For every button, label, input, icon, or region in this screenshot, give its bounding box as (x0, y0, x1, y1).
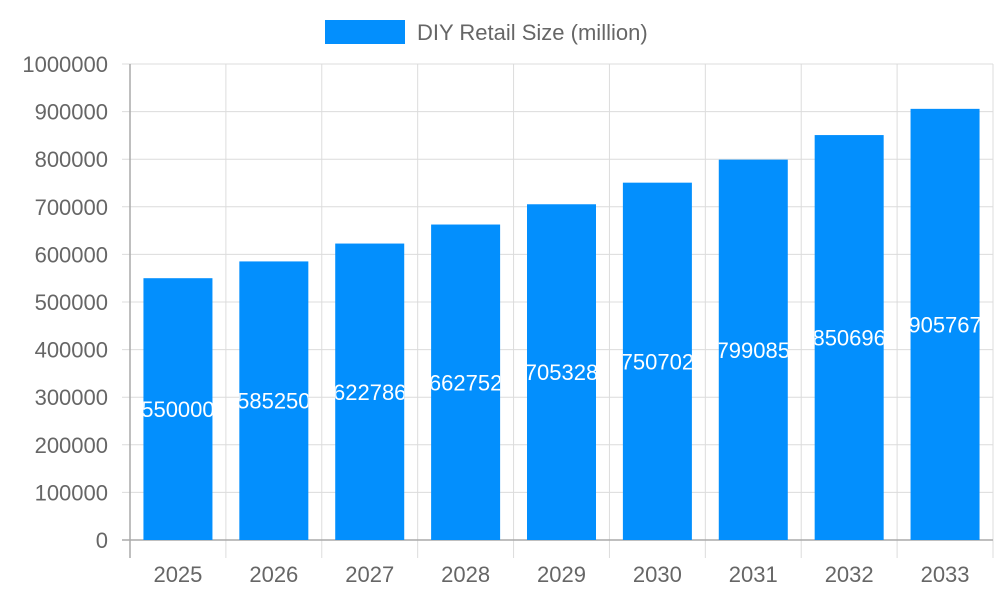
bar (431, 224, 501, 541)
data-label: 585250 (237, 389, 310, 414)
y-tick-label: 400000 (35, 338, 108, 363)
x-tick-label: 2030 (633, 562, 682, 587)
y-tick-label: 600000 (35, 242, 108, 267)
y-tick-label: 500000 (35, 290, 108, 315)
data-label: 850696 (812, 326, 885, 351)
bar (622, 182, 692, 541)
data-label: 550000 (141, 397, 214, 422)
bar (718, 159, 788, 540)
y-tick-label: 1000000 (22, 52, 108, 77)
x-tick-label: 2032 (825, 562, 874, 587)
x-tick-label: 2031 (729, 562, 778, 587)
y-tick-label: 800000 (35, 147, 108, 172)
x-tick-label: 2026 (249, 562, 298, 587)
y-tick-label: 0 (96, 528, 108, 553)
data-label: 905767 (908, 312, 981, 337)
bar (143, 278, 213, 540)
data-label: 799085 (717, 338, 790, 363)
data-label: 662752 (429, 370, 502, 395)
legend-label: DIY Retail Size (million) (417, 20, 648, 45)
x-tick-label: 2033 (921, 562, 970, 587)
legend-swatch (325, 20, 405, 44)
x-tick-label: 2027 (345, 562, 394, 587)
x-tick-label: 2029 (537, 562, 586, 587)
y-tick-label: 200000 (35, 433, 108, 458)
y-tick-label: 100000 (35, 480, 108, 505)
data-label: 622786 (333, 380, 406, 405)
data-label: 750702 (621, 349, 694, 374)
x-tick-label: 2025 (153, 562, 202, 587)
x-tick-label: 2028 (441, 562, 490, 587)
y-tick-label: 900000 (35, 100, 108, 125)
y-tick-label: 700000 (35, 195, 108, 220)
data-label: 705328 (525, 360, 598, 385)
bar (335, 243, 405, 540)
bar (814, 135, 884, 540)
bar (239, 261, 309, 540)
y-tick-label: 300000 (35, 385, 108, 410)
bar (910, 108, 980, 540)
bar (527, 204, 596, 541)
